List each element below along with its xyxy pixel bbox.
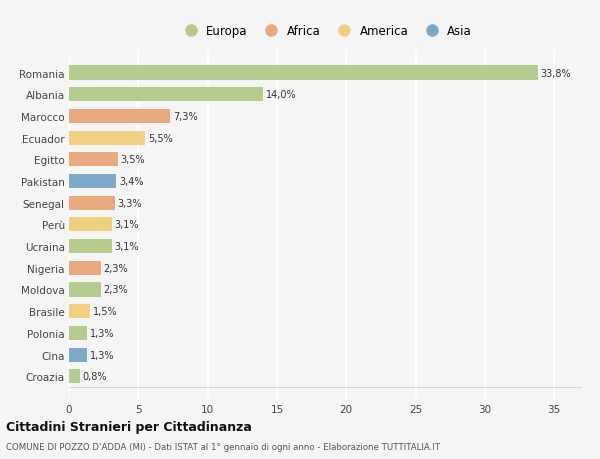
Bar [69, 283, 101, 297]
Bar [69, 153, 118, 167]
Text: 7,3%: 7,3% [173, 112, 197, 122]
Bar [69, 196, 115, 210]
Text: 2,3%: 2,3% [104, 285, 128, 295]
Text: 3,1%: 3,1% [115, 220, 139, 230]
Text: 3,4%: 3,4% [119, 177, 143, 187]
Bar [69, 174, 116, 189]
Text: 3,3%: 3,3% [118, 198, 142, 208]
Text: 0,8%: 0,8% [83, 371, 107, 381]
Bar [69, 88, 263, 102]
Legend: Europa, Africa, America, Asia: Europa, Africa, America, Asia [179, 25, 472, 38]
Text: 1,3%: 1,3% [90, 328, 114, 338]
Bar [69, 369, 80, 383]
Text: COMUNE DI POZZO D'ADDA (MI) - Dati ISTAT al 1° gennaio di ogni anno - Elaborazio: COMUNE DI POZZO D'ADDA (MI) - Dati ISTAT… [6, 442, 440, 451]
Text: 1,3%: 1,3% [90, 350, 114, 360]
Text: 3,1%: 3,1% [115, 241, 139, 252]
Bar [69, 261, 101, 275]
Bar [69, 67, 538, 80]
Bar [69, 110, 170, 124]
Bar [69, 348, 87, 362]
Bar [69, 304, 90, 319]
Bar [69, 326, 87, 340]
Bar [69, 218, 112, 232]
Text: Cittadini Stranieri per Cittadinanza: Cittadini Stranieri per Cittadinanza [6, 420, 252, 433]
Text: 2,3%: 2,3% [104, 263, 128, 273]
Text: 5,5%: 5,5% [148, 133, 173, 143]
Text: 1,5%: 1,5% [92, 307, 117, 317]
Bar [69, 131, 145, 146]
Text: 14,0%: 14,0% [266, 90, 296, 100]
Text: 33,8%: 33,8% [541, 68, 571, 78]
Bar [69, 240, 112, 253]
Text: 3,5%: 3,5% [121, 155, 145, 165]
